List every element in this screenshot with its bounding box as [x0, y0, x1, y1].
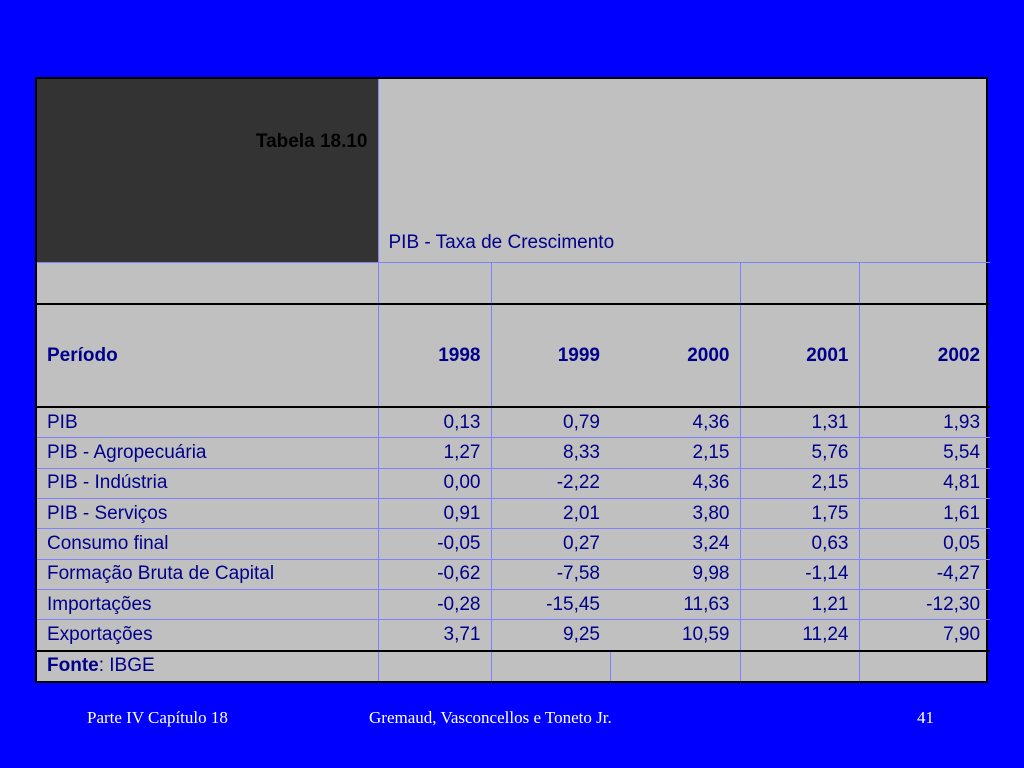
table-cell: -0,62 [378, 559, 492, 590]
row-label: Exportações [37, 619, 379, 652]
table-cell: 3,24 [610, 528, 741, 560]
table-cell: 2,15 [740, 468, 860, 500]
table-cell: 0,13 [378, 407, 492, 439]
table-cell: 10,59 [610, 619, 741, 652]
table-cell: 1,75 [740, 498, 860, 530]
source-row: Fonte: IBGE [37, 649, 991, 681]
table-cell: -0,28 [378, 589, 492, 621]
table-cell: -7,58 [491, 559, 610, 590]
table-cell: 3,71 [378, 619, 492, 652]
table-cell: 0,91 [378, 498, 492, 530]
table-cell: 1,93 [859, 407, 991, 439]
table-cell: 1,21 [740, 589, 860, 621]
table-body: PIB 0,13 0,79 4,36 1,31 1,93 PIB - Agropecuári… [37, 407, 991, 652]
table-row: PIB - Agropecuária 1,27 8,33 2,15 5,76 5,54 [37, 437, 991, 469]
footer-authors: Gremaud, Vasconcellos e Toneto Jr. [369, 708, 612, 727]
table-cell: 11,24 [740, 619, 860, 652]
source-note: Fonte: IBGE [37, 649, 379, 681]
blank-cell [859, 649, 991, 681]
table-title-row: Tabela 18.10 PIB - Taxa de Crescimento [37, 79, 991, 263]
table-cell: 5,54 [859, 437, 991, 469]
table-cell: -2,22 [491, 468, 610, 500]
column-header-year: 2002 [859, 303, 991, 408]
blank-cell [37, 262, 379, 305]
source-label: Fonte [47, 655, 99, 677]
row-label: Consumo final [37, 528, 379, 560]
table-cell: -15,45 [491, 589, 610, 621]
table-cell: -4,27 [859, 559, 991, 590]
table-cell: -1,14 [740, 559, 860, 590]
table-cell: 0,27 [491, 528, 610, 560]
table-cell: 0,05 [859, 528, 991, 560]
table-row: PIB 0,13 0,79 4,36 1,31 1,93 [37, 407, 991, 439]
table-cell: 9,98 [610, 559, 741, 590]
row-label: Importações [37, 589, 379, 621]
row-label: PIB [37, 407, 379, 439]
table-row: Exportações 3,71 9,25 10,59 11,24 7,90 [37, 619, 991, 652]
table-cell: 0,00 [378, 468, 492, 500]
source-text: : IBGE [98, 655, 155, 677]
table-cell: 11,63 [610, 589, 741, 621]
column-header-year: 1998 [378, 303, 492, 408]
table-cell: 2,01 [491, 498, 610, 530]
table-cell: 2,15 [610, 437, 741, 469]
table-row: PIB - Serviços 0,91 2,01 3,80 1,75 1,61 [37, 498, 991, 530]
footer-page-number: 41 [917, 708, 934, 727]
table-row: Consumo final -0,05 0,27 3,24 0,63 0,05 [37, 528, 991, 560]
table-row: Importações -0,28 -15,45 11,63 1,21 -12,30 [37, 589, 991, 621]
column-header-year: 1999 [491, 303, 610, 408]
blank-cell [740, 262, 860, 305]
table-cell: -12,30 [859, 589, 991, 621]
blank-cell [491, 262, 610, 305]
blank-cell [859, 262, 991, 305]
row-label: PIB - Serviços [37, 498, 379, 530]
table-cell: 7,90 [859, 619, 991, 652]
column-header-year: 2000 [610, 303, 741, 408]
blank-row [37, 262, 991, 305]
column-header-year: 2001 [740, 303, 860, 408]
table-cell: 0,63 [740, 528, 860, 560]
blank-cell [610, 262, 741, 305]
table-cell: 9,25 [491, 619, 610, 652]
blank-cell [378, 262, 492, 305]
table-cell: 4,36 [610, 468, 741, 500]
table-header-row: Período 1998 1999 2000 2001 2002 [37, 303, 991, 408]
table-cell: 1,31 [740, 407, 860, 439]
row-label: PIB - Agropecuária [37, 437, 379, 469]
table-cell: -0,05 [378, 528, 492, 560]
table-row: PIB - Indústria 0,00 -2,22 4,36 2,15 4,81 [37, 468, 991, 500]
growth-table: Tabela 18.10 PIB - Taxa de Crescimento P… [37, 79, 991, 681]
column-header-period: Período [37, 303, 379, 408]
blank-cell [740, 649, 860, 681]
table-cell: 1,27 [378, 437, 492, 469]
table-cell: 0,79 [491, 407, 610, 439]
blank-cell [610, 649, 741, 681]
table-cell: 3,80 [610, 498, 741, 530]
blank-cell [378, 649, 492, 681]
row-label: PIB - Indústria [37, 468, 379, 500]
data-table-frame: Tabela 18.10 PIB - Taxa de Crescimento P… [35, 77, 991, 683]
table-title: PIB - Taxa de Crescimento [378, 79, 991, 263]
row-label: Formação Bruta de Capital [37, 559, 379, 590]
blank-cell [491, 649, 611, 681]
table-cell: 4,81 [859, 468, 991, 500]
table-cell: 1,61 [859, 498, 991, 530]
table-row: Formação Bruta de Capital -0,62 -7,58 9,98-… [37, 559, 991, 590]
table-cell: 8,33 [491, 437, 610, 469]
table-cell: 5,76 [740, 437, 860, 469]
table-label: Tabela 18.10 [37, 79, 379, 263]
table-cell: 4,36 [610, 407, 741, 439]
footer-chapter: Parte IV Capítulo 18 [87, 708, 228, 727]
